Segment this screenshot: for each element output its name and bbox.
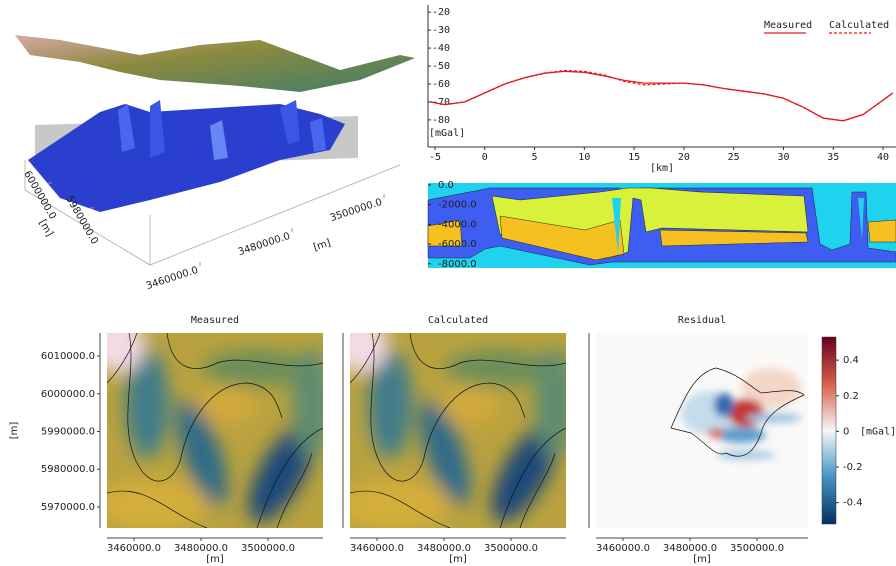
y-tick-label: -60 bbox=[432, 79, 450, 90]
x-tick-label: 3500000.0 bbox=[241, 543, 295, 554]
x-axis-label: [m] bbox=[312, 238, 332, 254]
heatmap-image bbox=[596, 333, 808, 528]
colorbar-tick-label: -0.4 bbox=[843, 498, 863, 509]
y-axis-label: [m] bbox=[9, 422, 20, 440]
colorbar-tick-label: 0 bbox=[843, 426, 849, 437]
colorbar bbox=[822, 337, 836, 524]
y-tick-label: 5980000.0 bbox=[41, 464, 95, 475]
y-tick-label: 0.0 bbox=[438, 180, 454, 191]
plot-title: Calculated bbox=[428, 315, 488, 326]
y-tick-label: -6000.0 bbox=[438, 239, 477, 250]
x-axis-label: [m] bbox=[449, 554, 467, 565]
y-tick-label: -2000.0 bbox=[438, 200, 477, 211]
heatmap-image bbox=[332, 317, 575, 532]
y-tick-label: 6010000.0 bbox=[41, 351, 95, 362]
x-tick-label: 3480000.0 bbox=[237, 231, 292, 258]
y-tick-label: -20 bbox=[432, 7, 450, 18]
colorbar-tick-label: 0.2 bbox=[843, 391, 859, 402]
colorbar-tick-label: -0.2 bbox=[843, 462, 863, 473]
scene-3d-view[interactable] bbox=[15, 35, 415, 265]
y-tick-label: 5990000.0 bbox=[41, 427, 95, 438]
y-tick-label: -80 bbox=[432, 115, 450, 126]
x-tick-label: 3460000.0 bbox=[350, 543, 404, 554]
x-tick-label: 15 bbox=[628, 152, 640, 163]
x-tick-label: 3480000.0 bbox=[663, 543, 717, 554]
legend-label: Calculated bbox=[829, 20, 889, 31]
y-tick-label: 6000000.0 bbox=[41, 389, 95, 400]
series-line bbox=[430, 71, 893, 120]
heatmap-image bbox=[89, 317, 332, 532]
x-tick-label: 10 bbox=[578, 152, 590, 163]
colorbar-label: [mGal] bbox=[860, 426, 896, 437]
y-tick-label: -8000.0 bbox=[438, 259, 477, 270]
x-tick-label: 40 bbox=[877, 152, 889, 163]
y-axis-label: [mGal] bbox=[429, 128, 465, 139]
x-tick-label: 3480000.0 bbox=[417, 543, 471, 554]
x-tick-label: 3480000.0 bbox=[174, 543, 228, 554]
x-tick-label: 35 bbox=[827, 152, 839, 163]
y-tick-label: -40 bbox=[432, 43, 450, 54]
series-line bbox=[430, 71, 893, 121]
y-tick-label: -30 bbox=[432, 25, 450, 36]
legend-label: Measured bbox=[764, 20, 812, 31]
x-tick-label: 3460000.0 bbox=[145, 265, 200, 292]
x-tick-label: 25 bbox=[728, 152, 740, 163]
x-tick-label: 3500000.0 bbox=[730, 543, 784, 554]
y-tick-label: -50 bbox=[432, 61, 450, 72]
x-tick-label: 30 bbox=[777, 152, 789, 163]
y-tick-label: -4000.0 bbox=[438, 219, 477, 230]
x-tick-label: 3460000.0 bbox=[596, 543, 650, 554]
y-axis-label: [m] bbox=[36, 218, 54, 239]
plot-title: Residual bbox=[678, 315, 726, 326]
x-tick-label: 3500000.0 bbox=[329, 197, 384, 224]
x-tick-label: 20 bbox=[678, 152, 690, 163]
x-tick-label: 3500000.0 bbox=[484, 543, 538, 554]
cross-section bbox=[428, 183, 896, 268]
x-tick-label: -5 bbox=[429, 152, 441, 163]
x-axis-label: [km] bbox=[650, 163, 674, 174]
x-tick-label: 0 bbox=[482, 152, 488, 163]
colorbar-tick-label: 0.4 bbox=[843, 355, 859, 366]
x-axis-label: [m] bbox=[206, 554, 224, 565]
plot-title: Measured bbox=[191, 315, 239, 326]
y-tick-label: 5970000.0 bbox=[41, 502, 95, 513]
app-view: -20-30-40-50-60-70-80-50510152025303540[… bbox=[0, 0, 896, 566]
x-tick-label: 3460000.0 bbox=[107, 543, 161, 554]
x-axis-label: [m] bbox=[693, 554, 711, 565]
x-tick-label: 5 bbox=[532, 152, 538, 163]
